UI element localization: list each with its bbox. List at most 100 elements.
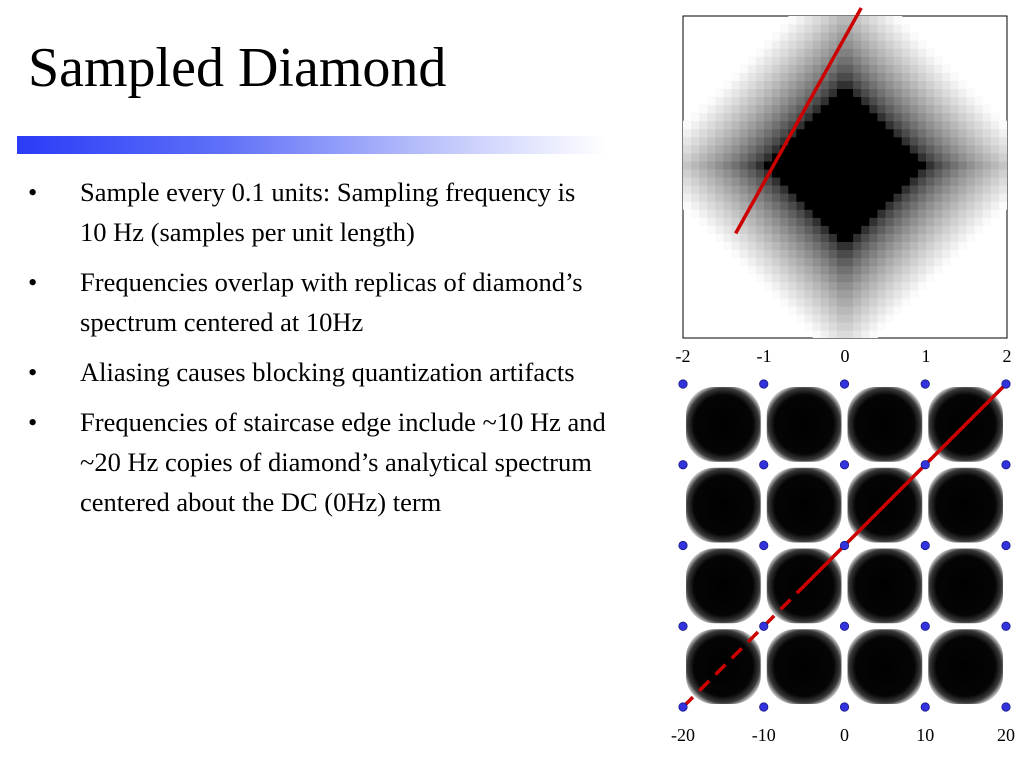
diamond-pixel (836, 104, 846, 114)
diamond-pixel (877, 225, 887, 234)
diamond-pixel (731, 193, 741, 202)
sample-point (1001, 379, 1011, 389)
diamond-pixel (820, 128, 830, 138)
bullet-item: • Frequencies overlap with replicas of d… (0, 262, 610, 342)
diamond-pixel (764, 72, 773, 81)
diamond-pixel (755, 104, 765, 114)
diamond-pixel (861, 96, 870, 106)
diamond-pixel (772, 249, 781, 259)
diamond-pixel (893, 265, 903, 275)
diamond-pixel (755, 265, 765, 275)
diamond-pixel (755, 152, 765, 162)
diamond-pixel (820, 225, 830, 234)
diamond-pixel (764, 217, 773, 226)
diamond-pixel (812, 185, 822, 194)
diamond-pixel (764, 152, 773, 162)
diamond-pixel (901, 265, 911, 275)
diamond-pixel (780, 64, 789, 73)
diamond-pixel (739, 80, 749, 90)
diamond-pixel (780, 241, 789, 251)
diamond-pixel (982, 104, 992, 114)
diamond-pixel (917, 249, 927, 259)
diamond-pixel (820, 233, 830, 242)
diamond-pixel (942, 217, 951, 226)
diamond-pixel (747, 177, 757, 186)
bullet-text: Frequencies of staircase edge include ~1… (80, 407, 606, 517)
diamond-pixel (796, 193, 806, 202)
x-tick-label: 0 (841, 346, 850, 366)
diamond-pixel (707, 193, 716, 202)
diamond-pixel (966, 120, 976, 130)
diamond-pixel (755, 128, 765, 138)
diamond-pixel (950, 241, 959, 251)
diamond-pixel (942, 160, 951, 170)
sample-point (839, 702, 850, 712)
diamond-pixel (804, 56, 814, 65)
diamond-pixel (739, 249, 749, 259)
diamond-pixel (764, 64, 773, 73)
diamond-pixel (764, 112, 773, 122)
diamond-pixel (885, 273, 895, 283)
diamond-pixel (788, 177, 797, 186)
diamond-pixel (804, 177, 814, 186)
diamond-pixel (909, 209, 919, 218)
diamond-pixel (820, 144, 830, 154)
diamond-pixel (942, 201, 951, 210)
diamond-pixel (958, 88, 968, 98)
diamond-pixel (853, 104, 862, 114)
diamond-pixel (723, 160, 733, 170)
diamond-pixel (893, 104, 903, 114)
diamond-pixel (780, 88, 789, 98)
diamond-pixel (812, 160, 822, 170)
diamond-pixel (772, 160, 781, 170)
diamond-pixel (820, 152, 830, 162)
diamond-pixel (836, 209, 846, 218)
diamond-pixel (804, 16, 814, 25)
diamond-pixel (707, 152, 716, 162)
diamond-pixel (934, 56, 943, 65)
diamond-pixel (869, 64, 878, 73)
diamond-pixel (877, 72, 887, 81)
sample-point (1001, 540, 1011, 551)
diamond-pixel (739, 257, 749, 267)
diamond-pixel (861, 56, 870, 65)
diamond-pixel (772, 104, 781, 114)
diamond-pixel (869, 193, 878, 202)
diamond-pixel (772, 64, 781, 73)
diamond-pixel (747, 64, 757, 73)
diamond-pixel (780, 233, 789, 242)
diamond-pixel (820, 241, 830, 251)
diamond-pixel (723, 152, 733, 162)
diamond-pixel (707, 104, 716, 114)
diamond-pixel (853, 120, 862, 130)
diamond-pixel (772, 136, 781, 146)
diamond-pixel (869, 88, 878, 98)
diamond-pixel (877, 120, 887, 130)
diamond-pixel (683, 136, 692, 146)
diamond-pixel (861, 217, 870, 226)
diamond-pixel (788, 241, 797, 251)
diamond-pixel (731, 96, 741, 106)
diamond-pixel (731, 233, 741, 242)
diamond-pixel (812, 305, 822, 315)
diamond-pixel (885, 96, 895, 106)
diamond-pixel (780, 273, 789, 283)
diamond-pixel (885, 289, 895, 299)
diamond-pixel (804, 273, 814, 283)
diamond-pixel (723, 104, 733, 114)
diamond-pixel (950, 128, 959, 138)
diamond-pixel (909, 136, 919, 146)
diamond-pixel (820, 329, 830, 338)
diamond-pixel (926, 257, 935, 267)
diamond-pixel (804, 209, 814, 218)
diamond-pixel (885, 281, 895, 291)
diamond-pixel (853, 209, 862, 218)
diamond-pixel (828, 313, 838, 323)
diamond-pixel (804, 217, 814, 226)
diamond-pixel (731, 185, 741, 194)
diamond-pixels (683, 16, 1007, 338)
diamond-pixel (804, 297, 814, 307)
diamond-pixel (942, 225, 951, 234)
diamond-pixel (877, 128, 887, 138)
diamond-pixel (877, 88, 887, 98)
